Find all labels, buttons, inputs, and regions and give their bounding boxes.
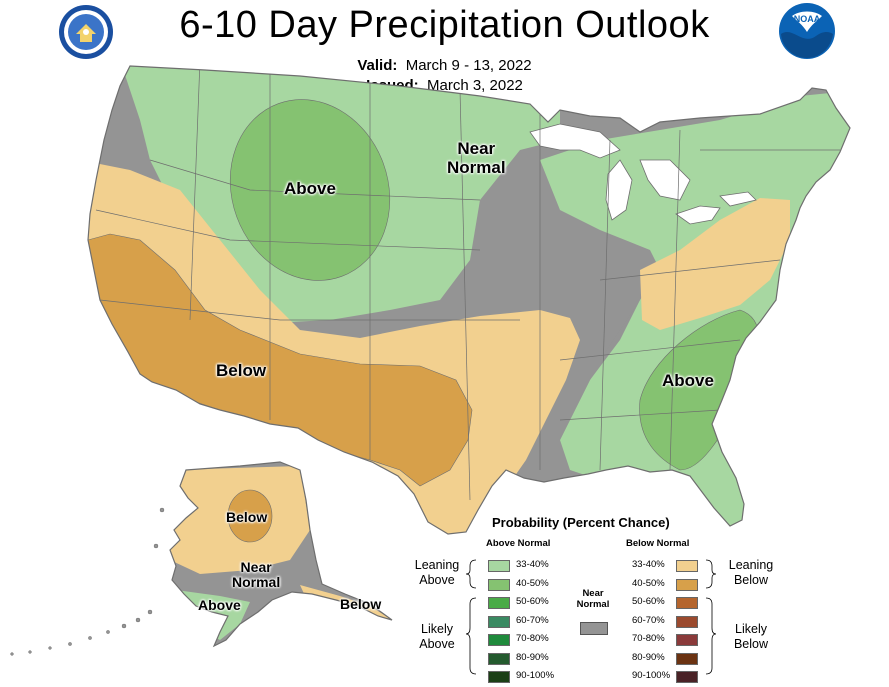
aleutian-islands: [10, 507, 165, 656]
label-alaska-below-se: Below: [340, 596, 382, 612]
legend-above-item-swatch: [488, 652, 510, 665]
state-borders: [95, 66, 840, 501]
legend-below-header: Below Normal: [626, 538, 690, 549]
legend-near-normal-label: Near Normal: [576, 588, 610, 610]
legend-above-item-swatch: [488, 560, 510, 572]
label-above-north: Above: [284, 179, 336, 198]
noaa-logo-icon: NOAA: [779, 3, 835, 59]
legend-above-item-label: 70-80%: [516, 633, 549, 644]
legend-near-normal-swatch: [580, 622, 608, 635]
legend-below-item-swatch: [676, 615, 698, 628]
legend-below-item-label: 90-100%: [632, 670, 671, 681]
legend-above-item-swatch: [488, 615, 510, 628]
legend-above-item-swatch: [488, 597, 510, 609]
issued-value: March 3, 2022: [426, 77, 523, 94]
legend-below-item-swatch: [676, 578, 698, 591]
legend-above-item-swatch: [488, 634, 510, 646]
legend-above-item-label: 33-40%: [516, 559, 549, 570]
legend-below-item-swatch: [676, 634, 698, 646]
legend-above-item-swatch: [488, 671, 510, 683]
legend-below-item-swatch: [676, 560, 698, 572]
valid-value: March 9 - 13, 2022: [405, 57, 532, 74]
legend-below-item-label: 60-70%: [632, 614, 665, 626]
legend-below-item-label: 50-60%: [632, 596, 665, 607]
legend-likely-below: Likely Below: [733, 622, 769, 651]
legend-above-header: Above Normal: [486, 538, 551, 549]
valid-dates: Valid: March 9 - 13, 2022 Issued: March …: [0, 56, 889, 96]
label-alaska-below: Below: [226, 509, 268, 525]
label-alaska-above: Above: [198, 597, 241, 613]
alaska-outline: [169, 461, 393, 648]
legend-below-item-label: 40-50%: [632, 577, 665, 589]
legend-leaning-below: Leaning Below: [728, 558, 774, 587]
legend-below-item-swatch: [676, 671, 698, 683]
legend-above-item-label: 60-70%: [516, 614, 549, 626]
legend-below-item-label: 70-80%: [632, 633, 665, 644]
legend-below-item-label: 33-40%: [632, 559, 665, 570]
label-alaska-near-normal: Near Normal: [232, 559, 281, 591]
conus-outline: [87, 65, 851, 535]
legend-above-item-label: 50-60%: [516, 596, 549, 607]
doc-seal-icon: [59, 5, 113, 59]
label-below-southwest: Below: [216, 361, 267, 380]
legend-leaning-above: Leaning Above: [414, 558, 460, 587]
legend-below-item-swatch: [676, 597, 698, 609]
great-lakes: [529, 123, 757, 225]
legend-title: Probability (Percent Chance): [492, 515, 670, 530]
legend-above-item-label: 80-90%: [516, 651, 549, 663]
legend-above-item-swatch: [488, 578, 510, 591]
valid-label: Valid:: [357, 57, 398, 74]
label-near-normal-north: Near Normal: [447, 139, 506, 177]
legend-above-item-label: 40-50%: [516, 577, 549, 589]
legend-likely-above: Likely Above: [419, 622, 455, 651]
label-above-southeast: Above: [662, 371, 714, 390]
legend-above-item-label: 90-100%: [516, 670, 555, 681]
legend-below-item-swatch: [676, 652, 698, 665]
map-title: 6-10 Day Precipitation Outlook: [179, 4, 710, 46]
legend-below-item-label: 80-90%: [632, 651, 665, 663]
noaa-logo-text: NOAA: [794, 14, 821, 24]
